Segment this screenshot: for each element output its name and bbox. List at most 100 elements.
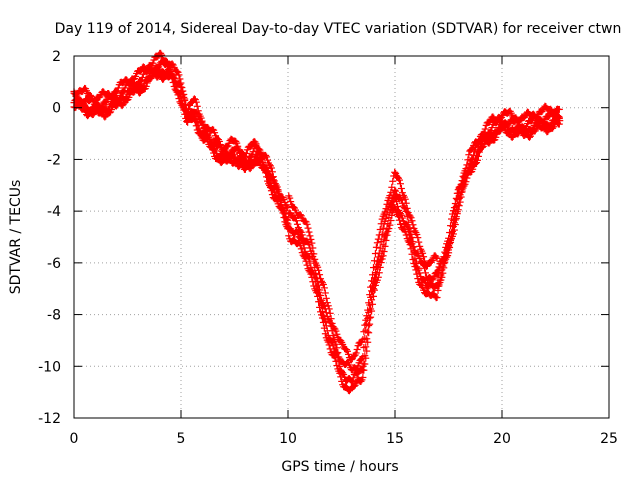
data-point [409, 256, 417, 264]
data-point [481, 125, 489, 133]
data-point [413, 231, 421, 239]
data-point [383, 200, 391, 208]
data-point [191, 117, 199, 125]
data-point [255, 158, 263, 166]
data-point [453, 210, 461, 218]
y-tick-label: -8 [47, 308, 61, 324]
data-point [337, 373, 345, 381]
data-point [413, 270, 421, 278]
data-point [307, 235, 315, 243]
y-tick-label: -2 [47, 152, 61, 168]
data-point [433, 293, 441, 301]
data-point [183, 117, 191, 125]
data-point [411, 227, 419, 235]
data-point [332, 357, 340, 365]
data-point [359, 373, 367, 381]
data-point [374, 235, 382, 243]
data-point [475, 135, 483, 143]
data-point [241, 153, 249, 161]
data-point [451, 200, 459, 208]
data-point [287, 198, 295, 206]
data-point [181, 110, 189, 118]
y-axis-label: SDTVAR / TECUs [8, 180, 24, 295]
data-point [459, 172, 467, 180]
data-point [316, 271, 324, 279]
data-point [211, 129, 219, 137]
data-point [169, 79, 177, 87]
data-point [198, 130, 206, 138]
data-point [362, 354, 370, 362]
data-point [414, 275, 422, 283]
chart-title: Day 119 of 2014, Sidereal Day-to-day VTE… [55, 21, 622, 37]
data-point [364, 306, 372, 314]
data-point [156, 65, 164, 73]
data-point [326, 345, 334, 353]
y-tick-label: -10 [38, 359, 61, 375]
data-point [381, 208, 389, 216]
data-point [465, 151, 473, 159]
data-point [81, 101, 89, 109]
data-point [210, 149, 218, 157]
data-point [381, 242, 389, 250]
data-point [323, 299, 331, 307]
data-point [499, 122, 507, 130]
data-point [307, 270, 315, 278]
data-point [348, 378, 356, 386]
data-point [320, 324, 328, 332]
data-point [406, 241, 414, 249]
data-point [232, 158, 240, 166]
data-point [132, 72, 140, 80]
data-point [388, 198, 396, 206]
data-point [555, 105, 563, 113]
data-point [220, 155, 228, 163]
data-point [434, 286, 442, 294]
data-point [310, 250, 318, 258]
data-point [382, 205, 390, 213]
data-point [474, 152, 482, 160]
x-tick-label: 15 [386, 431, 404, 447]
data-point [395, 213, 403, 221]
data-point [368, 277, 376, 285]
data-point [492, 133, 500, 141]
data-point [143, 79, 151, 87]
data-point [366, 320, 374, 328]
data-point [480, 128, 488, 136]
plot-frame [73, 55, 610, 419]
data-point [479, 130, 487, 138]
data-point [370, 257, 378, 265]
data-point [303, 237, 311, 245]
data-point [415, 252, 423, 260]
data-point [453, 189, 461, 197]
data-point [363, 312, 371, 320]
data-point [337, 337, 345, 345]
data-point [267, 187, 275, 195]
data-point [428, 276, 436, 284]
data-point [112, 88, 120, 96]
data-point [331, 354, 339, 362]
data-point [369, 271, 377, 279]
data-point [521, 113, 529, 121]
data-point [380, 233, 388, 241]
data-point [168, 60, 176, 68]
data-point [368, 307, 376, 315]
data-point [378, 255, 386, 263]
data-point [438, 273, 446, 281]
data-point [319, 280, 327, 288]
data-point [177, 79, 185, 87]
data-point [392, 187, 400, 195]
data-point [466, 163, 474, 171]
data-point [360, 328, 368, 336]
data-point [176, 75, 184, 83]
data-point [325, 305, 333, 313]
data-point [369, 292, 377, 300]
data-point [352, 349, 360, 357]
data-point [178, 84, 186, 92]
data-point [450, 204, 458, 212]
data-point [279, 209, 287, 217]
data-point [179, 87, 187, 95]
data-point [303, 261, 311, 269]
data-point [305, 228, 313, 236]
data-point [405, 224, 413, 232]
data-point [232, 137, 240, 145]
data-point [274, 186, 282, 194]
